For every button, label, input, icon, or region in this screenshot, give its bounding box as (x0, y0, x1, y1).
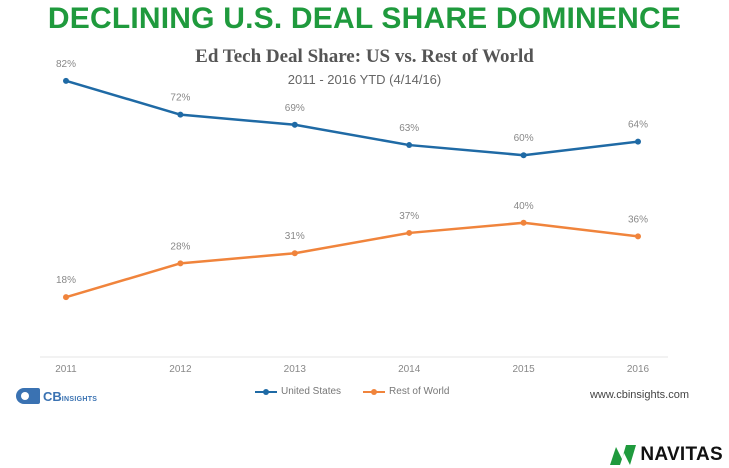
x-tick-label: 2011 (55, 364, 77, 375)
legend-label-rest-of-world: Rest of World (389, 386, 450, 397)
data-point-rest-of-world (291, 250, 298, 257)
navitas-logo-icon (610, 445, 637, 465)
legend-label-united-states: United States (281, 386, 342, 397)
x-tick-label: 2016 (627, 364, 650, 375)
data-point-united-states (406, 142, 413, 149)
chart-subtitle: 2011 - 2016 YTD (4/14/16) (287, 72, 442, 87)
data-label-rest-of-world: 40% (514, 201, 534, 212)
series-line-rest-of-world (65, 221, 639, 299)
data-label-united-states: 82% (56, 59, 76, 70)
legend-swatch-rest-of-world (363, 388, 386, 395)
data-point-united-states (291, 121, 298, 128)
navitas-logo: NAVITAS (610, 444, 723, 466)
data-label-united-states: 72% (170, 93, 190, 104)
cb-insights-logo: CBINSIGHTS (16, 388, 97, 404)
data-label-united-states: 69% (285, 103, 305, 114)
data-point-rest-of-world (635, 233, 641, 240)
cb-insights-logo-icon (16, 388, 40, 404)
data-point-rest-of-world (520, 219, 527, 226)
data-point-rest-of-world (406, 229, 413, 236)
chart-title: Ed Tech Deal Share: US vs. Rest of World (195, 46, 534, 67)
chart-legend: United States Rest of World (255, 386, 449, 397)
x-tick-label: 2014 (398, 364, 421, 375)
x-tick-label: 2015 (512, 364, 535, 375)
legend-item-rest-of-world: Rest of World (363, 386, 449, 397)
legend-item-united-states: United States (255, 386, 341, 397)
source-url: www.cbinsights.com (589, 389, 689, 401)
data-label-united-states: 63% (399, 123, 419, 134)
data-point-united-states (635, 138, 641, 145)
data-label-rest-of-world: 31% (285, 231, 305, 242)
legend-swatch-united-states (255, 388, 277, 395)
slide-headline: DECLINING U.S. DEAL SHARE DOMINENCE (47, 2, 682, 35)
data-point-united-states (520, 152, 527, 159)
x-tick-label: 2012 (169, 364, 192, 375)
data-label-rest-of-world: 36% (628, 214, 648, 225)
data-point-united-states (63, 77, 69, 84)
navitas-wordmark: NAVITAS (640, 444, 723, 465)
data-label-rest-of-world: 37% (399, 211, 419, 222)
x-tick-label: 2013 (284, 364, 307, 375)
data-label-rest-of-world: 18% (56, 275, 76, 286)
data-label-united-states: 60% (514, 133, 534, 144)
data-point-united-states (177, 111, 184, 118)
data-label-rest-of-world: 28% (170, 241, 190, 252)
data-label-united-states: 64% (628, 120, 648, 131)
data-point-rest-of-world (177, 260, 184, 267)
data-point-rest-of-world (63, 294, 69, 301)
series-line-united-states (65, 79, 639, 157)
